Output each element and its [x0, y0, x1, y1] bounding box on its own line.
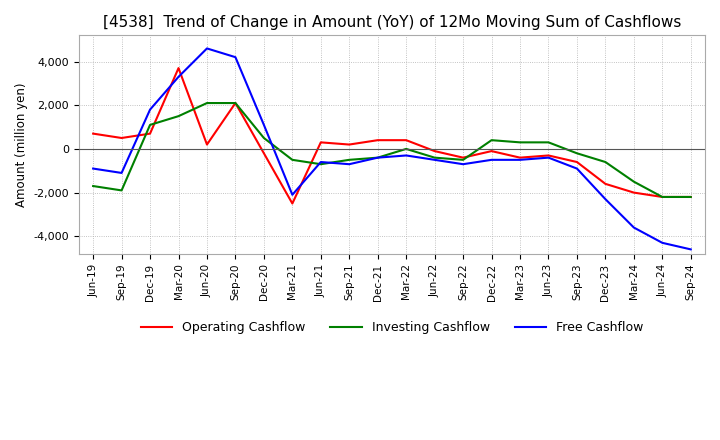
Investing Cashflow: [231, 100, 240, 106]
Free Cashflow: [601, 197, 610, 202]
Line: Operating Cashflow: Operating Cashflow: [93, 68, 690, 204]
Free Cashflow: [288, 192, 297, 198]
Legend: Operating Cashflow, Investing Cashflow, Free Cashflow: Operating Cashflow, Investing Cashflow, …: [135, 316, 648, 339]
Free Cashflow: [145, 107, 154, 112]
Investing Cashflow: [686, 194, 695, 200]
Free Cashflow: [658, 240, 667, 246]
Investing Cashflow: [260, 136, 269, 141]
Operating Cashflow: [516, 155, 524, 160]
Free Cashflow: [402, 153, 410, 158]
Investing Cashflow: [89, 183, 97, 189]
Operating Cashflow: [231, 100, 240, 106]
Operating Cashflow: [459, 155, 467, 160]
Free Cashflow: [202, 46, 211, 51]
Free Cashflow: [431, 157, 439, 162]
Investing Cashflow: [317, 161, 325, 167]
Investing Cashflow: [117, 188, 126, 193]
Title: [4538]  Trend of Change in Amount (YoY) of 12Mo Moving Sum of Cashflows: [4538] Trend of Change in Amount (YoY) o…: [103, 15, 681, 30]
Operating Cashflow: [288, 201, 297, 206]
Free Cashflow: [89, 166, 97, 171]
Line: Investing Cashflow: Investing Cashflow: [93, 103, 690, 197]
Investing Cashflow: [572, 150, 581, 156]
Line: Free Cashflow: Free Cashflow: [93, 48, 690, 249]
Investing Cashflow: [288, 157, 297, 162]
Investing Cashflow: [516, 140, 524, 145]
Free Cashflow: [345, 161, 354, 167]
Operating Cashflow: [629, 190, 638, 195]
Free Cashflow: [487, 157, 496, 162]
Operating Cashflow: [145, 131, 154, 136]
Free Cashflow: [231, 55, 240, 60]
Free Cashflow: [629, 225, 638, 230]
Investing Cashflow: [402, 146, 410, 151]
Operating Cashflow: [89, 131, 97, 136]
Free Cashflow: [572, 166, 581, 171]
Investing Cashflow: [487, 138, 496, 143]
Operating Cashflow: [374, 138, 382, 143]
Free Cashflow: [374, 155, 382, 160]
Free Cashflow: [686, 247, 695, 252]
Operating Cashflow: [601, 181, 610, 187]
Investing Cashflow: [174, 114, 183, 119]
Investing Cashflow: [145, 122, 154, 128]
Investing Cashflow: [345, 157, 354, 162]
Operating Cashflow: [174, 66, 183, 71]
Free Cashflow: [117, 170, 126, 176]
Investing Cashflow: [431, 155, 439, 160]
Investing Cashflow: [544, 140, 553, 145]
Investing Cashflow: [629, 179, 638, 184]
Free Cashflow: [174, 74, 183, 80]
Free Cashflow: [459, 161, 467, 167]
Operating Cashflow: [202, 142, 211, 147]
Free Cashflow: [260, 122, 269, 128]
Operating Cashflow: [317, 140, 325, 145]
Operating Cashflow: [658, 194, 667, 200]
Free Cashflow: [516, 157, 524, 162]
Free Cashflow: [544, 155, 553, 160]
Y-axis label: Amount (million yen): Amount (million yen): [15, 82, 28, 207]
Operating Cashflow: [487, 148, 496, 154]
Investing Cashflow: [459, 157, 467, 162]
Investing Cashflow: [601, 159, 610, 165]
Investing Cashflow: [374, 155, 382, 160]
Operating Cashflow: [402, 138, 410, 143]
Investing Cashflow: [658, 194, 667, 200]
Free Cashflow: [317, 159, 325, 165]
Operating Cashflow: [117, 136, 126, 141]
Operating Cashflow: [686, 194, 695, 200]
Operating Cashflow: [345, 142, 354, 147]
Operating Cashflow: [572, 159, 581, 165]
Operating Cashflow: [260, 150, 269, 156]
Operating Cashflow: [544, 153, 553, 158]
Investing Cashflow: [202, 100, 211, 106]
Operating Cashflow: [431, 148, 439, 154]
